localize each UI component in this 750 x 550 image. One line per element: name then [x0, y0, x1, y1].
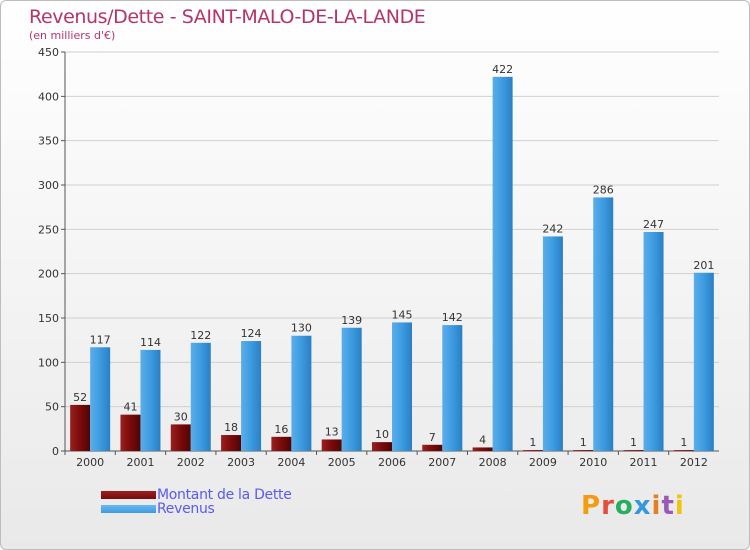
y-tick-label: 50 [45, 401, 59, 414]
bar-revenus [341, 327, 362, 451]
y-tick-label: 200 [38, 268, 59, 281]
data-label-revenus: 139 [341, 314, 362, 327]
legend-swatch-dette [101, 491, 156, 499]
bar-dette [372, 442, 392, 451]
bar-revenus [542, 236, 563, 451]
logo-letter: r [601, 491, 615, 521]
proxiti-logo: Proxiti [581, 491, 685, 521]
logo-letter: t [661, 491, 675, 521]
bar-revenus [492, 76, 513, 452]
data-label-dette: 4 [479, 433, 486, 446]
data-label-dette: 1 [580, 436, 587, 449]
bar-revenus [241, 341, 262, 451]
data-label-revenus: 286 [593, 183, 614, 196]
x-tick-label: 2007 [428, 456, 456, 469]
legend-item-dette: Montant de la Dette [101, 487, 292, 503]
x-tick-label: 2009 [529, 456, 557, 469]
bar-revenus [392, 322, 412, 451]
data-label-dette: 1 [680, 436, 687, 449]
bar-dette [472, 447, 493, 451]
data-label-dette: 18 [224, 421, 238, 434]
data-label-revenus: 142 [442, 311, 463, 324]
x-tick-label: 2002 [177, 456, 205, 469]
bar-dette [573, 450, 594, 451]
bar-dette [70, 404, 91, 451]
y-tick-label: 400 [38, 90, 59, 103]
legend-label-dette: Montant de la Dette [157, 487, 292, 503]
data-label-revenus: 242 [542, 222, 563, 235]
bar-dette [170, 424, 191, 451]
bar-revenus [190, 342, 211, 451]
data-label-dette: 30 [174, 410, 188, 423]
data-label-dette: 1 [630, 436, 637, 449]
bar-revenus [442, 325, 463, 451]
x-tick-label: 2004 [277, 456, 305, 469]
bar-revenus [593, 197, 614, 451]
x-tick-label: 2000 [76, 456, 104, 469]
bar-dette [120, 414, 141, 451]
y-tick-label: 100 [38, 356, 59, 369]
data-label-revenus: 122 [190, 329, 211, 342]
data-label-revenus: 201 [693, 259, 714, 272]
data-label-revenus: 117 [90, 333, 111, 346]
data-label-dette: 13 [325, 425, 339, 438]
x-tick-label: 2010 [579, 456, 607, 469]
x-tick-label: 2003 [227, 456, 255, 469]
x-tick-label: 2012 [680, 456, 708, 469]
logo-letter: i [674, 491, 685, 521]
y-tick-label: 350 [38, 135, 59, 148]
x-tick-label: 2005 [328, 456, 356, 469]
chart-title: Revenus/Dette - SAINT-MALO-DE-LA-LANDE [29, 6, 426, 28]
data-label-revenus: 422 [492, 63, 513, 76]
bar-dette [321, 439, 342, 451]
legend-item-revenus: Revenus [101, 501, 215, 517]
data-label-dette: 16 [274, 423, 288, 436]
bar-dette [271, 436, 292, 451]
bar-revenus [90, 347, 111, 451]
logo-letter: o [614, 491, 634, 521]
logo-letter: i [651, 491, 662, 521]
data-label-dette: 1 [529, 436, 536, 449]
bar-revenus [693, 272, 714, 451]
logo-letter: x [633, 491, 652, 521]
bar-revenus [140, 349, 161, 451]
y-tick-label: 300 [38, 179, 59, 192]
x-tick-label: 2011 [630, 456, 658, 469]
y-tick-label: 0 [52, 445, 59, 458]
data-label-revenus: 145 [392, 308, 413, 321]
y-tick-label: 450 [38, 46, 59, 59]
chart-subtitle: (en milliers d'€) [29, 29, 116, 42]
bar-revenus [291, 335, 312, 451]
y-tick-label: 150 [38, 312, 59, 325]
data-label-revenus: 124 [241, 327, 262, 340]
data-label-dette: 52 [73, 391, 87, 404]
data-label-dette: 7 [429, 431, 436, 444]
data-label-revenus: 130 [291, 322, 312, 335]
bar-dette [221, 435, 242, 451]
bar-dette [522, 450, 543, 451]
bar-dette [673, 450, 694, 451]
bar-revenus [643, 231, 664, 451]
y-tick-label: 250 [38, 223, 59, 236]
x-tick-label: 2006 [378, 456, 406, 469]
data-label-dette: 10 [375, 428, 389, 441]
x-tick-label: 2001 [126, 456, 154, 469]
bar-dette [623, 450, 644, 451]
legend-label-revenus: Revenus [157, 501, 215, 517]
bar-dette [422, 444, 443, 451]
data-label-revenus: 114 [140, 336, 161, 349]
x-tick-label: 2008 [479, 456, 507, 469]
data-label-revenus: 247 [643, 218, 664, 231]
data-label-dette: 41 [123, 401, 137, 414]
logo-letter: P [581, 491, 602, 521]
legend-swatch-revenus [101, 505, 156, 513]
